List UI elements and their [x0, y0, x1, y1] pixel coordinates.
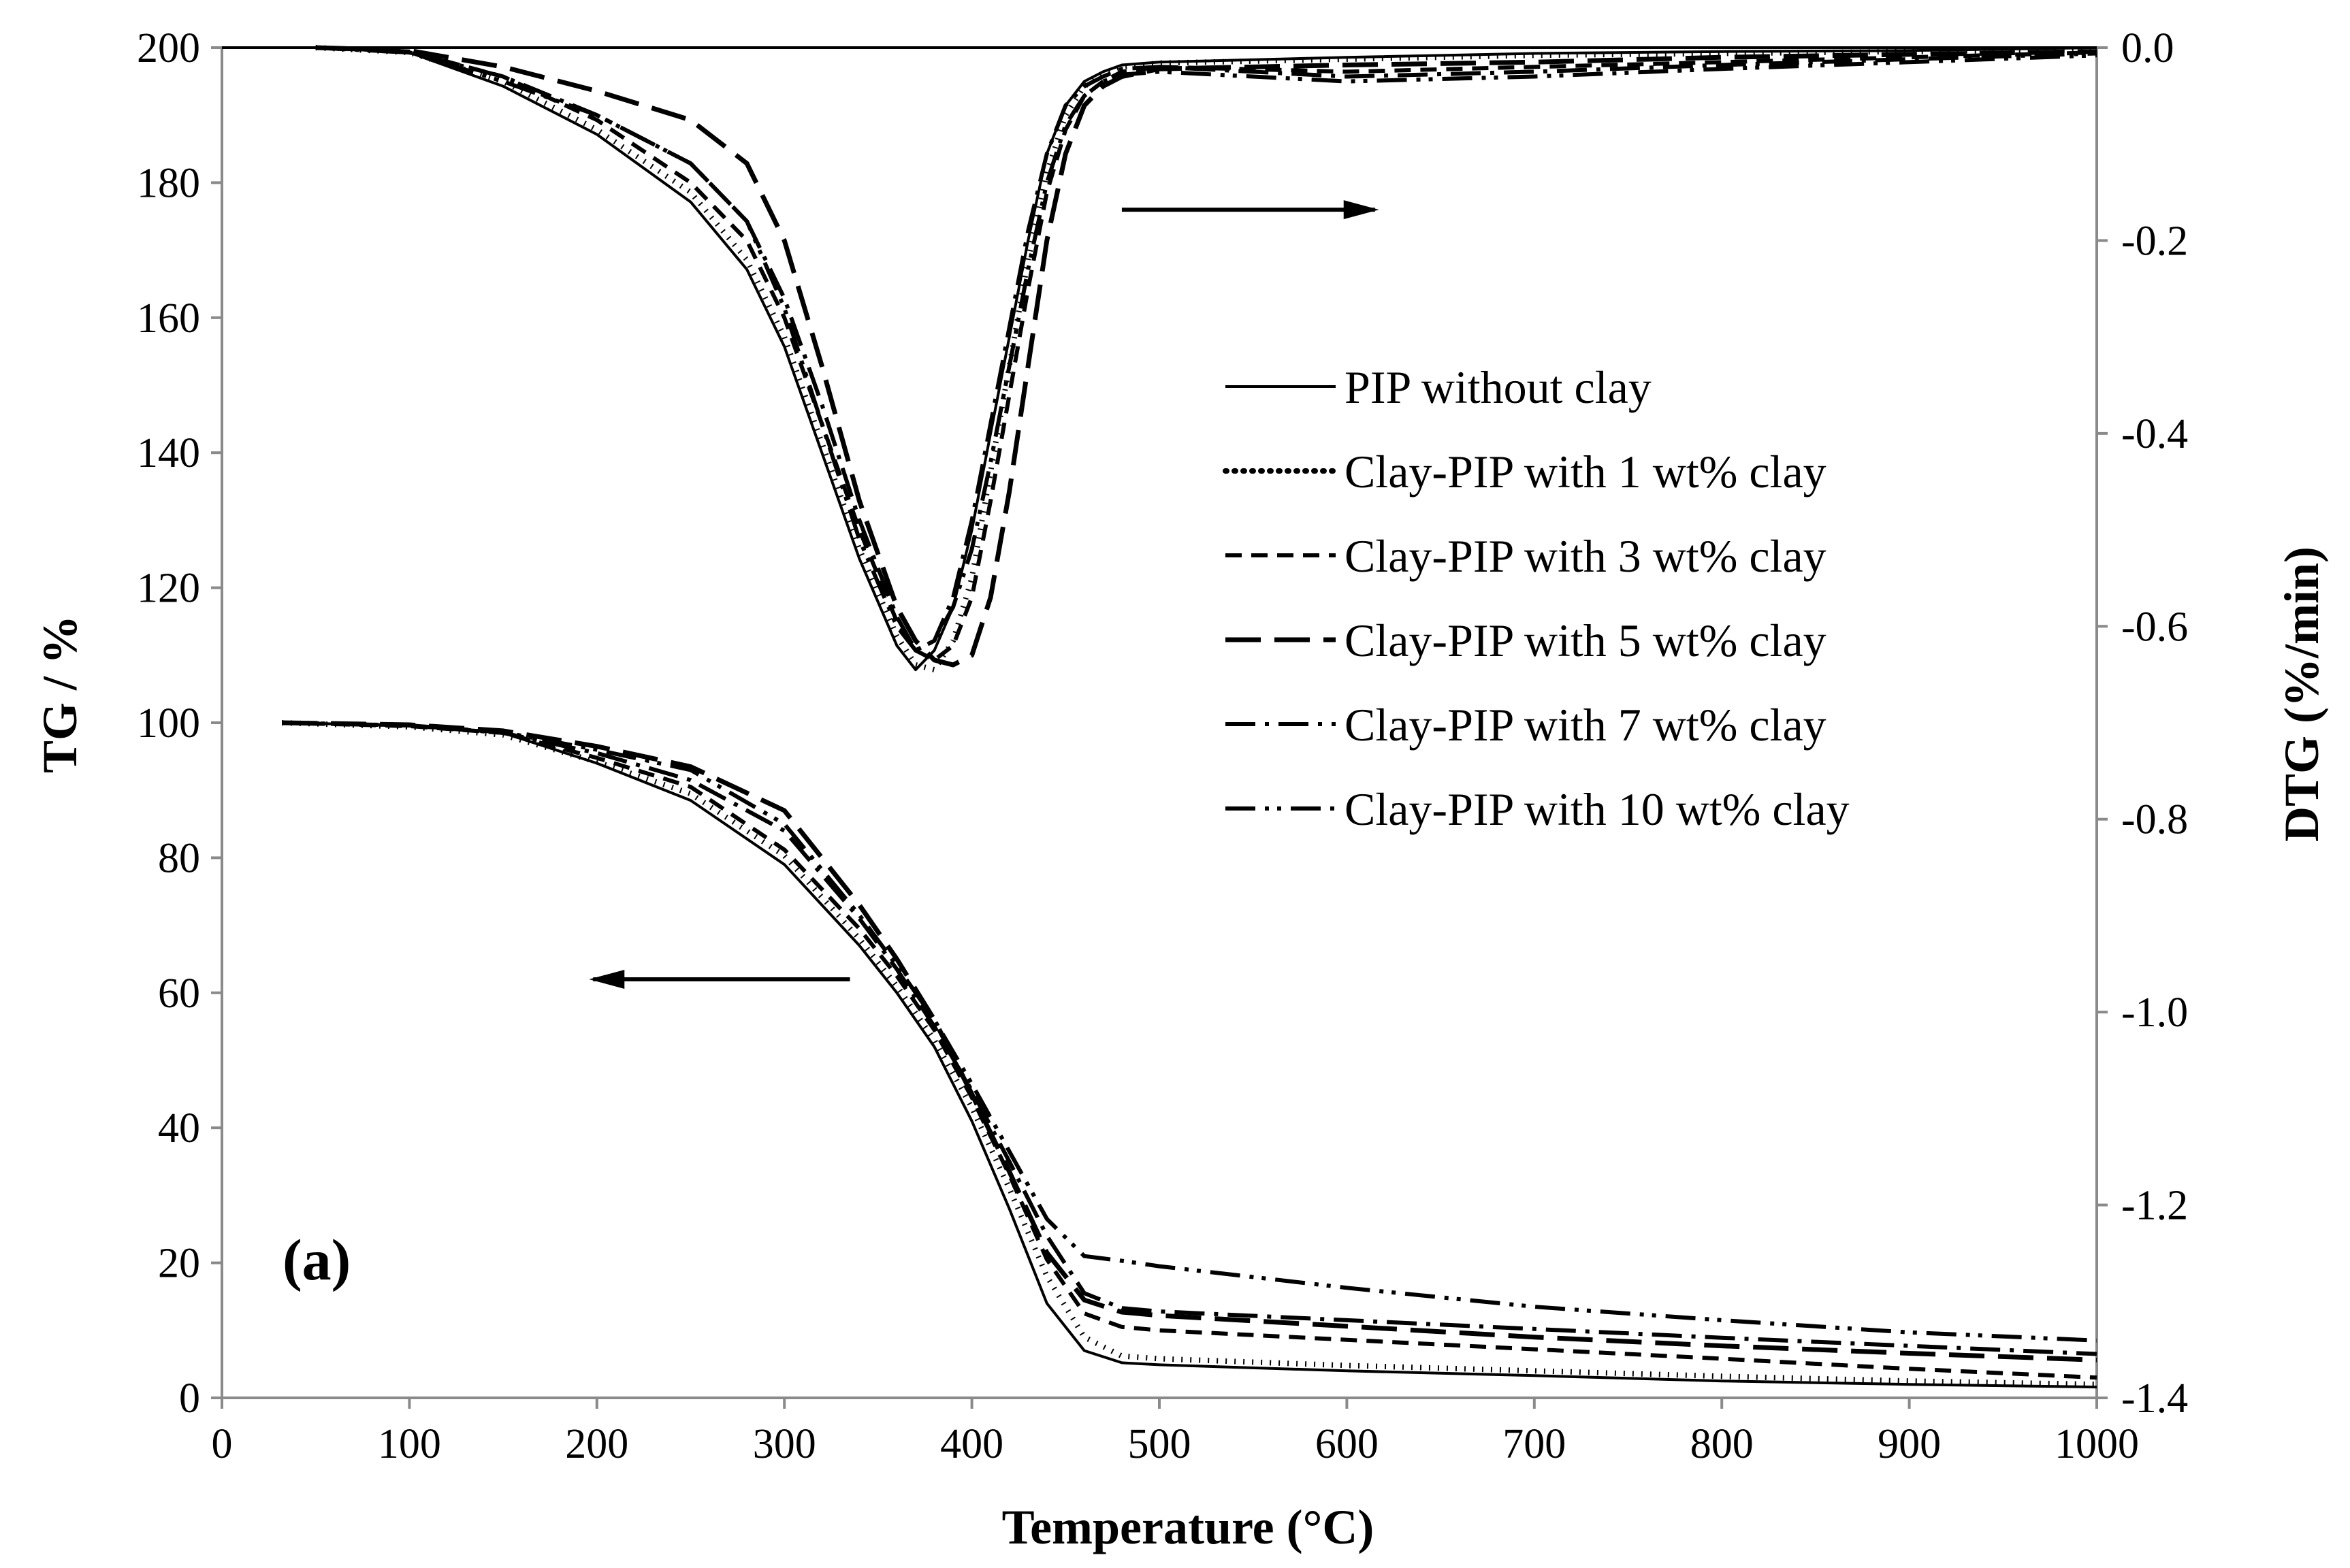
dtg-line-series-5 — [315, 46, 2097, 653]
y-right-tick-label: -1.2 — [2121, 1183, 2188, 1229]
y-right-tick-label: -1.0 — [2121, 990, 2188, 1036]
legend-label: Clay-PIP with 7 wt% clay — [1345, 699, 1826, 751]
x-axis-ticks: 0 100 200 300 400 500 600 700 800 900 1000 — [212, 1398, 2139, 1467]
x-tick-label: 1000 — [2055, 1421, 2139, 1467]
y-left-tick-label: 180 — [137, 160, 200, 206]
series-lines — [281, 45, 2097, 1389]
x-tick-label: 500 — [1128, 1421, 1191, 1467]
y-left-tick-label: 120 — [137, 566, 200, 612]
y-right-tick-label: -0.6 — [2121, 604, 2188, 650]
y-right-axis-ticks: 0.0 -0.2 -0.4 -0.6 -0.8 -1.0 -1.2 -1.4 — [2097, 25, 2188, 1422]
legend-label: Clay-PIP with 10 wt% clay — [1345, 783, 1850, 835]
y-right-axis-title: DTG (%/min) — [2274, 546, 2329, 842]
y-left-tick-label: 60 — [158, 970, 200, 1017]
y-left-axis-ticks: 0 20 40 60 80 100 120 140 160 180 200 — [137, 25, 222, 1422]
y-left-tick-label: 0 — [179, 1375, 200, 1422]
arrow-head-right — [1343, 200, 1379, 220]
x-tick-label: 600 — [1315, 1421, 1379, 1467]
tg-line-series-3 — [282, 720, 2097, 1362]
legend: PIP without clay Clay-PIP with 1 wt% clay… — [1223, 361, 1850, 835]
y-left-tick-label: 100 — [137, 700, 200, 747]
panel-label: (a) — [283, 1227, 351, 1292]
y-right-tick-label: -1.4 — [2121, 1375, 2188, 1422]
x-tick-label: 300 — [753, 1421, 816, 1467]
y-right-tick-label: -0.4 — [2121, 411, 2188, 457]
x-tick-label: 100 — [378, 1421, 441, 1467]
y-right-tick-label: -0.2 — [2121, 218, 2188, 264]
y-right-tick-label: -0.8 — [2121, 797, 2188, 843]
x-tick-label: 200 — [565, 1421, 628, 1467]
legend-label: PIP without clay — [1345, 361, 1652, 413]
x-axis-title: Temperature (°C) — [1002, 1500, 1374, 1554]
y-left-tick-label: 20 — [158, 1241, 200, 1287]
tg-line-series-5 — [282, 721, 2097, 1343]
y-left-tick-label: 140 — [137, 430, 200, 476]
x-tick-label: 800 — [1690, 1421, 1754, 1467]
dtg-line-series-4 — [315, 46, 2097, 653]
arrow-head-left — [589, 969, 625, 989]
dtg-line-series-3 — [315, 45, 2097, 668]
y-left-tick-label: 80 — [158, 835, 200, 881]
x-tick-label: 700 — [1502, 1421, 1566, 1467]
x-tick-label: 0 — [212, 1421, 233, 1467]
y-left-tick-label: 40 — [158, 1105, 200, 1152]
x-tick-label: 400 — [940, 1421, 1003, 1467]
y-left-tick-label: 200 — [137, 25, 200, 71]
legend-label: Clay-PIP with 5 wt% clay — [1345, 615, 1826, 666]
x-tick-label: 900 — [1878, 1421, 1941, 1467]
direction-arrows — [589, 200, 1379, 989]
y-right-tick-label: 0.0 — [2121, 25, 2174, 71]
legend-label: Clay-PIP with 1 wt% clay — [1345, 446, 1826, 497]
y-left-tick-label: 160 — [137, 295, 200, 342]
y-left-axis-title: TG / % — [33, 615, 87, 773]
legend-label: Clay-PIP with 3 wt% clay — [1345, 530, 1826, 582]
tg-line-series-4 — [282, 721, 2097, 1356]
